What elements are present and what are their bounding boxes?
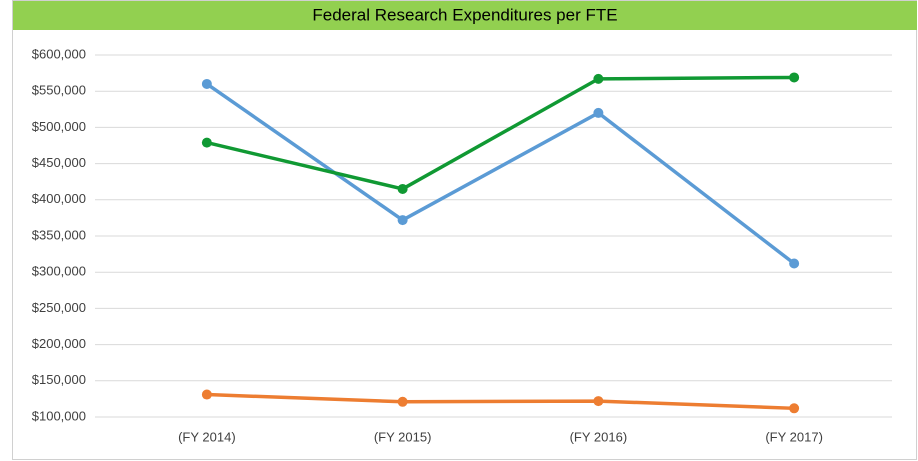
y-tick-label: $400,000 <box>32 191 86 206</box>
y-tick-label: $250,000 <box>32 300 86 315</box>
y-tick-label: $200,000 <box>32 336 86 351</box>
series-line <box>206 75 795 191</box>
data-point <box>201 78 212 89</box>
y-tick-label: $150,000 <box>32 372 86 387</box>
data-point <box>789 72 800 83</box>
data-point <box>593 73 604 84</box>
y-tick-label: $100,000 <box>32 408 86 423</box>
y-tick-label: $550,000 <box>32 83 86 98</box>
y-tick-label: $500,000 <box>32 119 86 134</box>
data-point <box>397 215 408 226</box>
y-tick-label: $350,000 <box>32 227 86 242</box>
title-bar <box>13 1 917 30</box>
chart-frame <box>12 0 917 460</box>
series-line <box>205 82 796 265</box>
x-tick-label: (FY 2016) <box>570 429 628 444</box>
data-point <box>593 396 604 407</box>
y-tick-label: $600,000 <box>32 46 86 61</box>
y-tick-label: $300,000 <box>32 264 86 279</box>
data-point <box>789 403 800 414</box>
x-tick-label: (FY 2014) <box>178 429 236 444</box>
y-tick-label: $450,000 <box>32 155 86 170</box>
data-point <box>201 389 212 400</box>
x-tick-label: (FY 2015) <box>374 429 432 444</box>
series-line <box>206 392 795 411</box>
data-point <box>593 107 604 118</box>
x-tick-label: (FY 2017) <box>765 429 823 444</box>
data-point <box>397 396 408 407</box>
data-point <box>789 258 800 269</box>
chart-title: Federal Research Expenditures per FTE <box>312 5 617 24</box>
data-point <box>201 137 212 148</box>
data-point <box>397 183 408 194</box>
